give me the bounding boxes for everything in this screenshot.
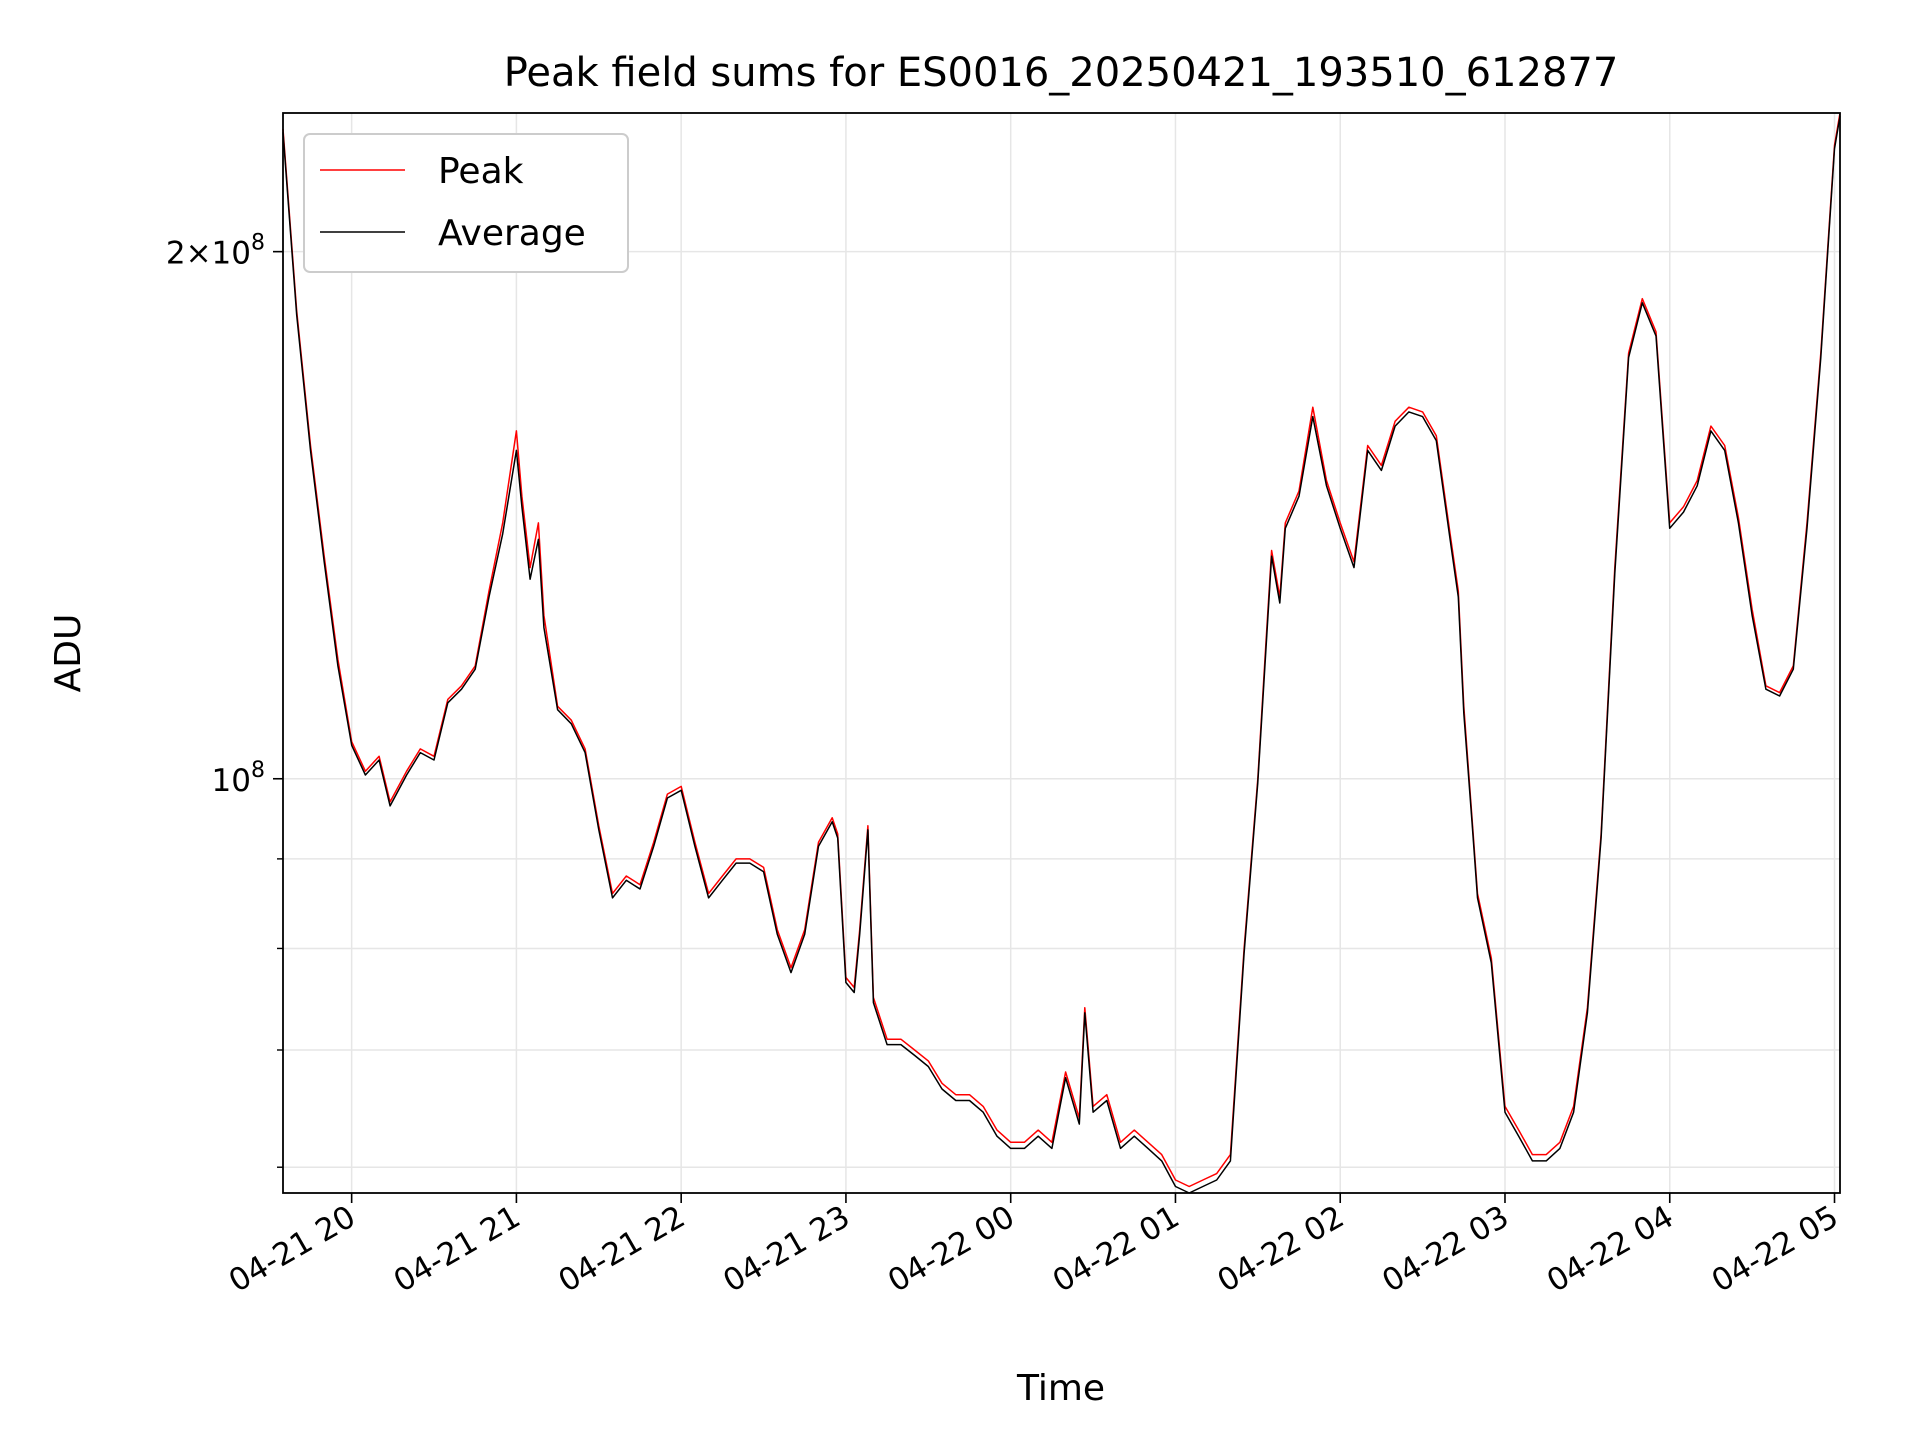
legend: Peak Average [303,133,629,273]
y-axis-ticks: 108 2×108 [166,231,283,1168]
x-axis-ticks: 04-21 20 04-21 21 04-21 22 04-21 23 04-22 00… [223,1193,1845,1300]
x-tick-label: 04-22 01 [1047,1199,1186,1300]
plot-area [282,112,1841,1194]
x-tick-label: 04-21 23 [717,1199,856,1300]
grid [283,113,1840,1193]
x-tick-label: 04-21 22 [552,1199,691,1300]
x-tick-label: 04-22 03 [1376,1199,1515,1300]
axes-frame [282,112,1841,1194]
x-tick-label: 04-21 20 [223,1199,362,1300]
legend-average-label: Average [438,213,586,254]
x-tick-label: 04-22 05 [1706,1199,1845,1300]
x-tick-label: 04-22 02 [1212,1199,1351,1300]
x-tick-label: 04-22 00 [882,1199,1021,1300]
legend-box [303,133,629,273]
legend-peak-label: Peak [438,151,524,192]
chart-title: Peak field sums for ES0016_20250421_1935… [504,50,1619,96]
x-tick-label: 04-22 04 [1541,1199,1680,1300]
series-line-average [282,116,1841,1194]
x-tick-label: 04-21 21 [388,1199,527,1300]
y-tick-label: 2×108 [166,231,265,272]
x-axis-label: Time [1016,1368,1105,1409]
y-axis-label: ADU [48,614,89,693]
y-tick-label: 108 [212,758,265,799]
series-line-peak [282,112,1841,1188]
